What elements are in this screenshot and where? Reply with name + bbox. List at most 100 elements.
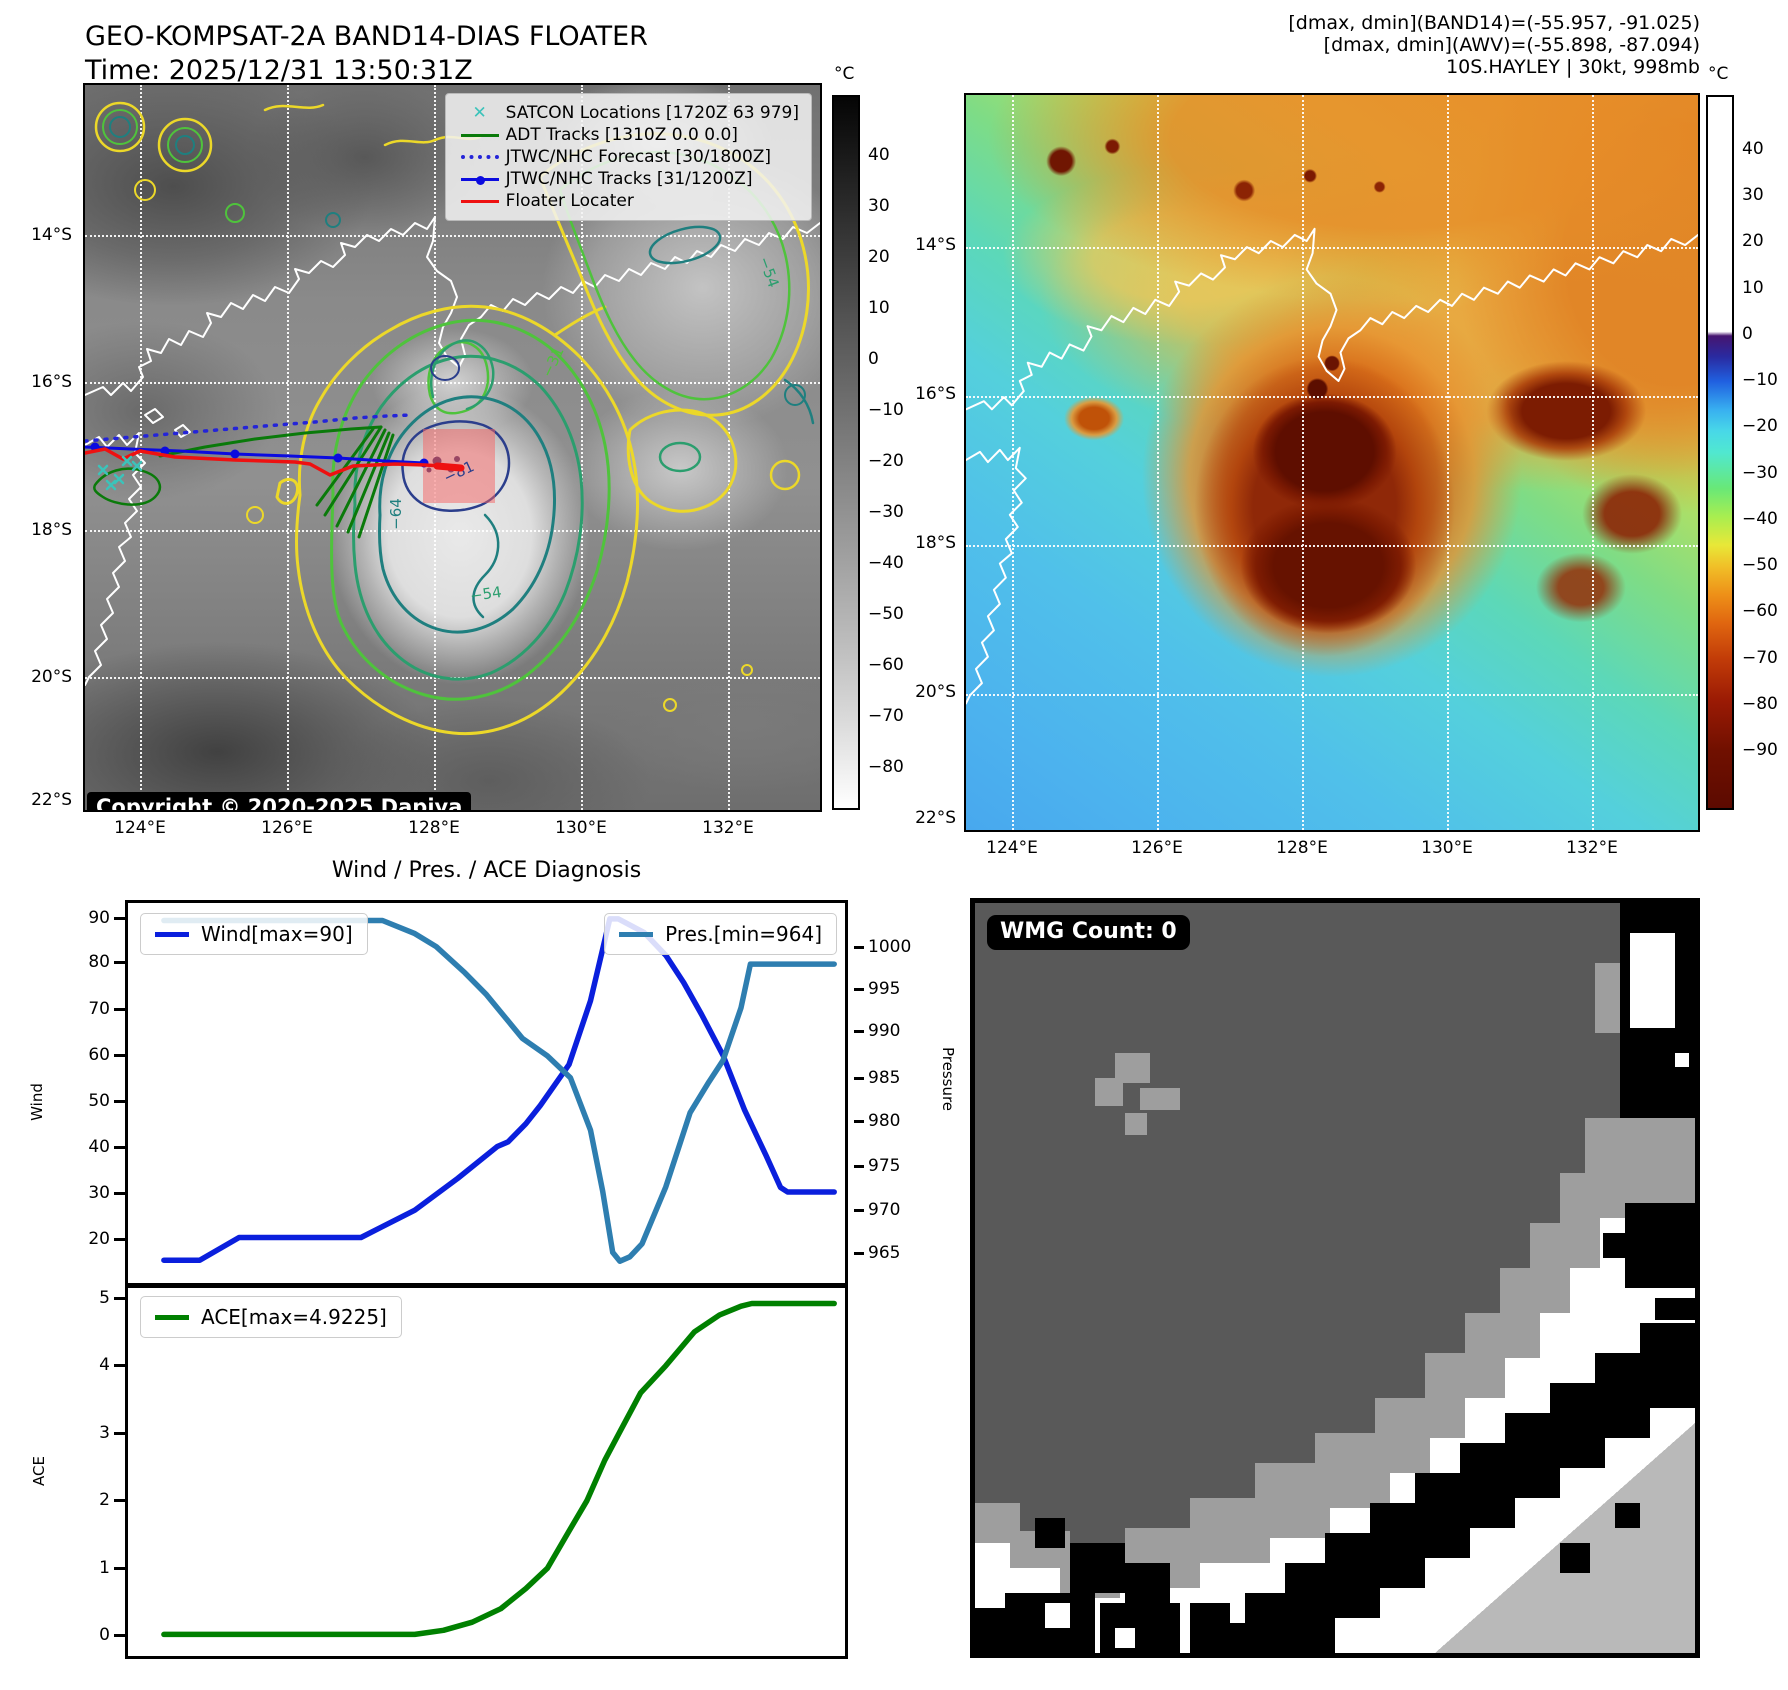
tick-label: 70 bbox=[88, 999, 126, 1019]
tick-label: 132°E bbox=[1566, 838, 1618, 858]
legend-row: ✕ SATCON Locations [1720Z 63 979] bbox=[454, 102, 799, 124]
tick-label: −30 bbox=[1742, 463, 1778, 483]
dmax-dmin-awv: [dmax, dmin](AWV)=(-55.898, -87.094) bbox=[1323, 34, 1700, 56]
tick-label: 126°E bbox=[261, 818, 313, 838]
gridline bbox=[1592, 95, 1594, 830]
gridline bbox=[966, 694, 1698, 696]
tick-label: 30 bbox=[868, 196, 890, 216]
tick-label: 18°S bbox=[31, 520, 72, 540]
wind-legend-label: Wind[max=90] bbox=[201, 922, 353, 946]
floater-line-icon bbox=[460, 199, 499, 203]
ace-y-axis: 5 4 3 2 1 0 bbox=[60, 1288, 126, 1656]
ace-line-icon bbox=[155, 1314, 189, 1320]
tick-label: 126°E bbox=[1131, 838, 1183, 858]
tick-label: 20°S bbox=[915, 682, 956, 702]
chart-title: Wind / Pres. / ACE Diagnosis bbox=[331, 858, 642, 883]
ace-axis-label: ACE bbox=[29, 1456, 48, 1486]
gridline bbox=[1302, 95, 1304, 830]
tick-label: −70 bbox=[868, 706, 904, 726]
wmg-image bbox=[975, 903, 1695, 1653]
gridline bbox=[581, 85, 583, 810]
tick-label: −30 bbox=[868, 502, 904, 522]
gridline bbox=[966, 545, 1698, 547]
coastline-overlay bbox=[966, 227, 1698, 705]
tick-label: 40 bbox=[868, 145, 890, 165]
tick-label: 60 bbox=[88, 1045, 126, 1065]
legend-label: Floater Locater bbox=[505, 191, 634, 211]
gridline bbox=[1012, 95, 1014, 830]
tick-label: 40 bbox=[1742, 139, 1764, 159]
tick-label: 1 bbox=[99, 1558, 126, 1578]
tick-label: 50 bbox=[88, 1091, 126, 1111]
tick-label: 132°E bbox=[702, 818, 754, 838]
map-legend: ✕ SATCON Locations [1720Z 63 979] ADT Tr… bbox=[444, 93, 812, 221]
pressure-y-axis: 1000 995 990 985 980 975 970 965 bbox=[853, 903, 928, 1283]
tick-label: 128°E bbox=[408, 818, 460, 838]
tick-label: −20 bbox=[1742, 416, 1778, 436]
wind-legend: Wind[max=90] bbox=[140, 913, 368, 955]
colorbar-unit: °C bbox=[1708, 64, 1729, 84]
legend-row: Floater Locater bbox=[454, 190, 799, 212]
wind-pressure-chart: Wind[max=90] Pres.[min=964] bbox=[125, 900, 848, 1286]
gridline bbox=[85, 235, 820, 237]
ace-legend: ACE[max=4.9225] bbox=[140, 1296, 402, 1338]
satcon-x-icon: ✕ bbox=[472, 103, 487, 123]
tick-label: 3 bbox=[99, 1423, 126, 1443]
tick-label: −50 bbox=[868, 604, 904, 624]
legend-row: JTWC/NHC Tracks [31/1200Z] bbox=[454, 168, 799, 190]
wmg-panel: WMG Count: 0 bbox=[970, 898, 1700, 1658]
tick-label: −80 bbox=[868, 757, 904, 777]
pressure-axis-label: Pressure bbox=[939, 1046, 958, 1112]
tick-label: 20 bbox=[868, 247, 890, 267]
wind-axis-label: Wind bbox=[27, 1083, 46, 1121]
satellite-title: GEO-KOMPSAT-2A BAND14-DIAS FLOATER bbox=[85, 21, 648, 52]
copyright-badge: Copyright © 2020-2025 Dapiya bbox=[87, 792, 472, 810]
tick-label: 130°E bbox=[555, 818, 607, 838]
tick-label: 995 bbox=[853, 979, 901, 999]
gridline bbox=[966, 396, 1698, 398]
gridline bbox=[287, 85, 289, 810]
adt-line-icon bbox=[460, 133, 499, 137]
gridline bbox=[1157, 95, 1159, 830]
tick-label: 16°S bbox=[31, 372, 72, 392]
tick-label: 16°S bbox=[915, 384, 956, 404]
tick-label: 30 bbox=[1742, 185, 1764, 205]
tick-label: 970 bbox=[853, 1200, 901, 1220]
tick-label: −60 bbox=[1742, 601, 1778, 621]
tick-label: 980 bbox=[853, 1111, 901, 1131]
tick-label: −40 bbox=[868, 553, 904, 573]
tick-label: 965 bbox=[853, 1243, 901, 1263]
gridline bbox=[966, 247, 1698, 249]
tick-label: 10 bbox=[1742, 278, 1764, 298]
tick-label: 4 bbox=[99, 1355, 126, 1375]
tick-label: 0 bbox=[868, 349, 879, 369]
dmax-dmin-band14: [dmax, dmin](BAND14)=(-55.957, -91.025) bbox=[1288, 12, 1700, 34]
tick-label: 124°E bbox=[114, 818, 166, 838]
colorbar-unit: °C bbox=[834, 64, 855, 84]
wind-pressure-plot bbox=[161, 916, 837, 1264]
tick-label: 20 bbox=[88, 1229, 126, 1249]
tick-label: 90 bbox=[88, 908, 126, 928]
tick-label: 2 bbox=[99, 1490, 126, 1510]
tick-label: 20°S bbox=[31, 667, 72, 687]
tick-label: 14°S bbox=[31, 225, 72, 245]
tick-label: 18°S bbox=[915, 533, 956, 553]
gridline bbox=[728, 85, 730, 810]
tick-label: −90 bbox=[1742, 740, 1778, 760]
tick-label: −60 bbox=[868, 655, 904, 675]
legend-label: JTWC/NHC Tracks [31/1200Z] bbox=[505, 169, 753, 189]
awv-colorbar bbox=[1706, 95, 1734, 810]
gridline bbox=[140, 85, 142, 810]
track-overlay bbox=[85, 413, 465, 539]
tick-label: −80 bbox=[1742, 694, 1778, 714]
tick-label: 1000 bbox=[853, 937, 912, 957]
legend-row: ADT Tracks [1310Z 0.0 0.0] bbox=[454, 124, 799, 146]
tick-label: 20 bbox=[1742, 231, 1764, 251]
track-line-dot-icon bbox=[460, 175, 499, 185]
right-map-y-axis: 14°S 16°S 18°S 20°S 22°S bbox=[884, 93, 962, 828]
tick-label: 975 bbox=[853, 1156, 901, 1176]
tick-label: 22°S bbox=[31, 790, 72, 810]
gridline bbox=[85, 382, 820, 384]
tick-label: −40 bbox=[1742, 509, 1778, 529]
